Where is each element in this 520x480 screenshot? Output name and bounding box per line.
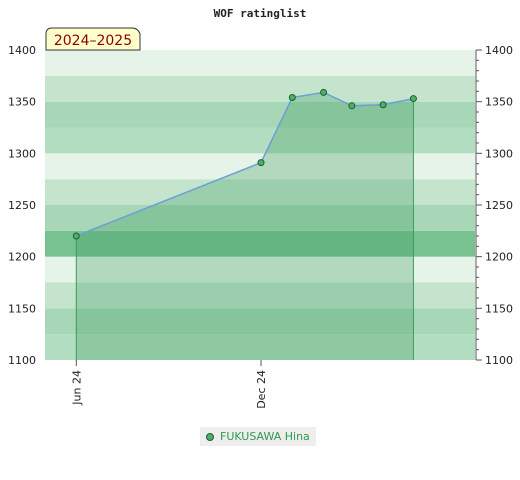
x-tick-label: Jun 24 — [70, 370, 83, 406]
y-axis-right: 1100 1150 1200 1250 1300 1350 1400 — [475, 44, 513, 367]
background-band — [45, 334, 475, 360]
markers-layer — [72, 88, 417, 240]
data-point — [72, 232, 80, 240]
y-tick-label-right: 1150 — [485, 302, 513, 315]
data-point — [348, 102, 356, 110]
background-band — [45, 230, 475, 257]
y-tick-label-right: 1250 — [485, 199, 513, 212]
y-tick-label-left: 1250 — [8, 199, 36, 212]
background-bands — [45, 50, 475, 360]
legend[interactable]: FUKUSAWA Hina — [200, 427, 316, 446]
background-band — [45, 256, 475, 283]
data-point — [379, 101, 387, 109]
background-band — [45, 153, 475, 180]
y-tick-label-right: 1400 — [485, 44, 513, 57]
season-label: 2024–2025 — [54, 33, 132, 49]
y-tick-label-left: 1150 — [8, 302, 36, 315]
background-band — [45, 127, 475, 154]
legend-series-name: FUKUSAWA Hina — [220, 430, 310, 443]
chart-title: WOF ratinglist — [214, 7, 307, 20]
background-band — [45, 205, 475, 231]
y-tick-label-left: 1400 — [8, 44, 36, 57]
background-band — [45, 50, 475, 76]
y-tick-label-right: 1200 — [485, 251, 513, 264]
data-point — [409, 95, 417, 103]
data-point — [288, 94, 296, 102]
season-badge: 2024–2025 — [45, 27, 141, 51]
background-band — [45, 282, 475, 309]
y-tick-label-left: 1200 — [8, 251, 36, 264]
background-band — [45, 75, 475, 102]
legend-marker-icon — [206, 432, 214, 441]
y-tick-label-right: 1100 — [485, 354, 513, 367]
y-axis-left: 1100 1150 1200 1250 1300 1350 1400 — [8, 44, 36, 367]
y-tick-label-left: 1350 — [8, 96, 36, 109]
y-tick-label-left: 1300 — [8, 147, 36, 160]
background-band — [45, 308, 475, 335]
background-band — [45, 101, 475, 128]
series-area — [76, 92, 414, 360]
y-tick-label-left: 1100 — [8, 354, 36, 367]
background-band — [45, 179, 475, 205]
x-axis: Jun 24 Dec 24 — [70, 360, 268, 409]
x-tick-label: Dec 24 — [255, 370, 268, 409]
y-tick-label-right: 1350 — [485, 96, 513, 109]
data-point — [320, 88, 328, 96]
y-tick-label-right: 1300 — [485, 147, 513, 160]
data-point — [257, 159, 265, 167]
